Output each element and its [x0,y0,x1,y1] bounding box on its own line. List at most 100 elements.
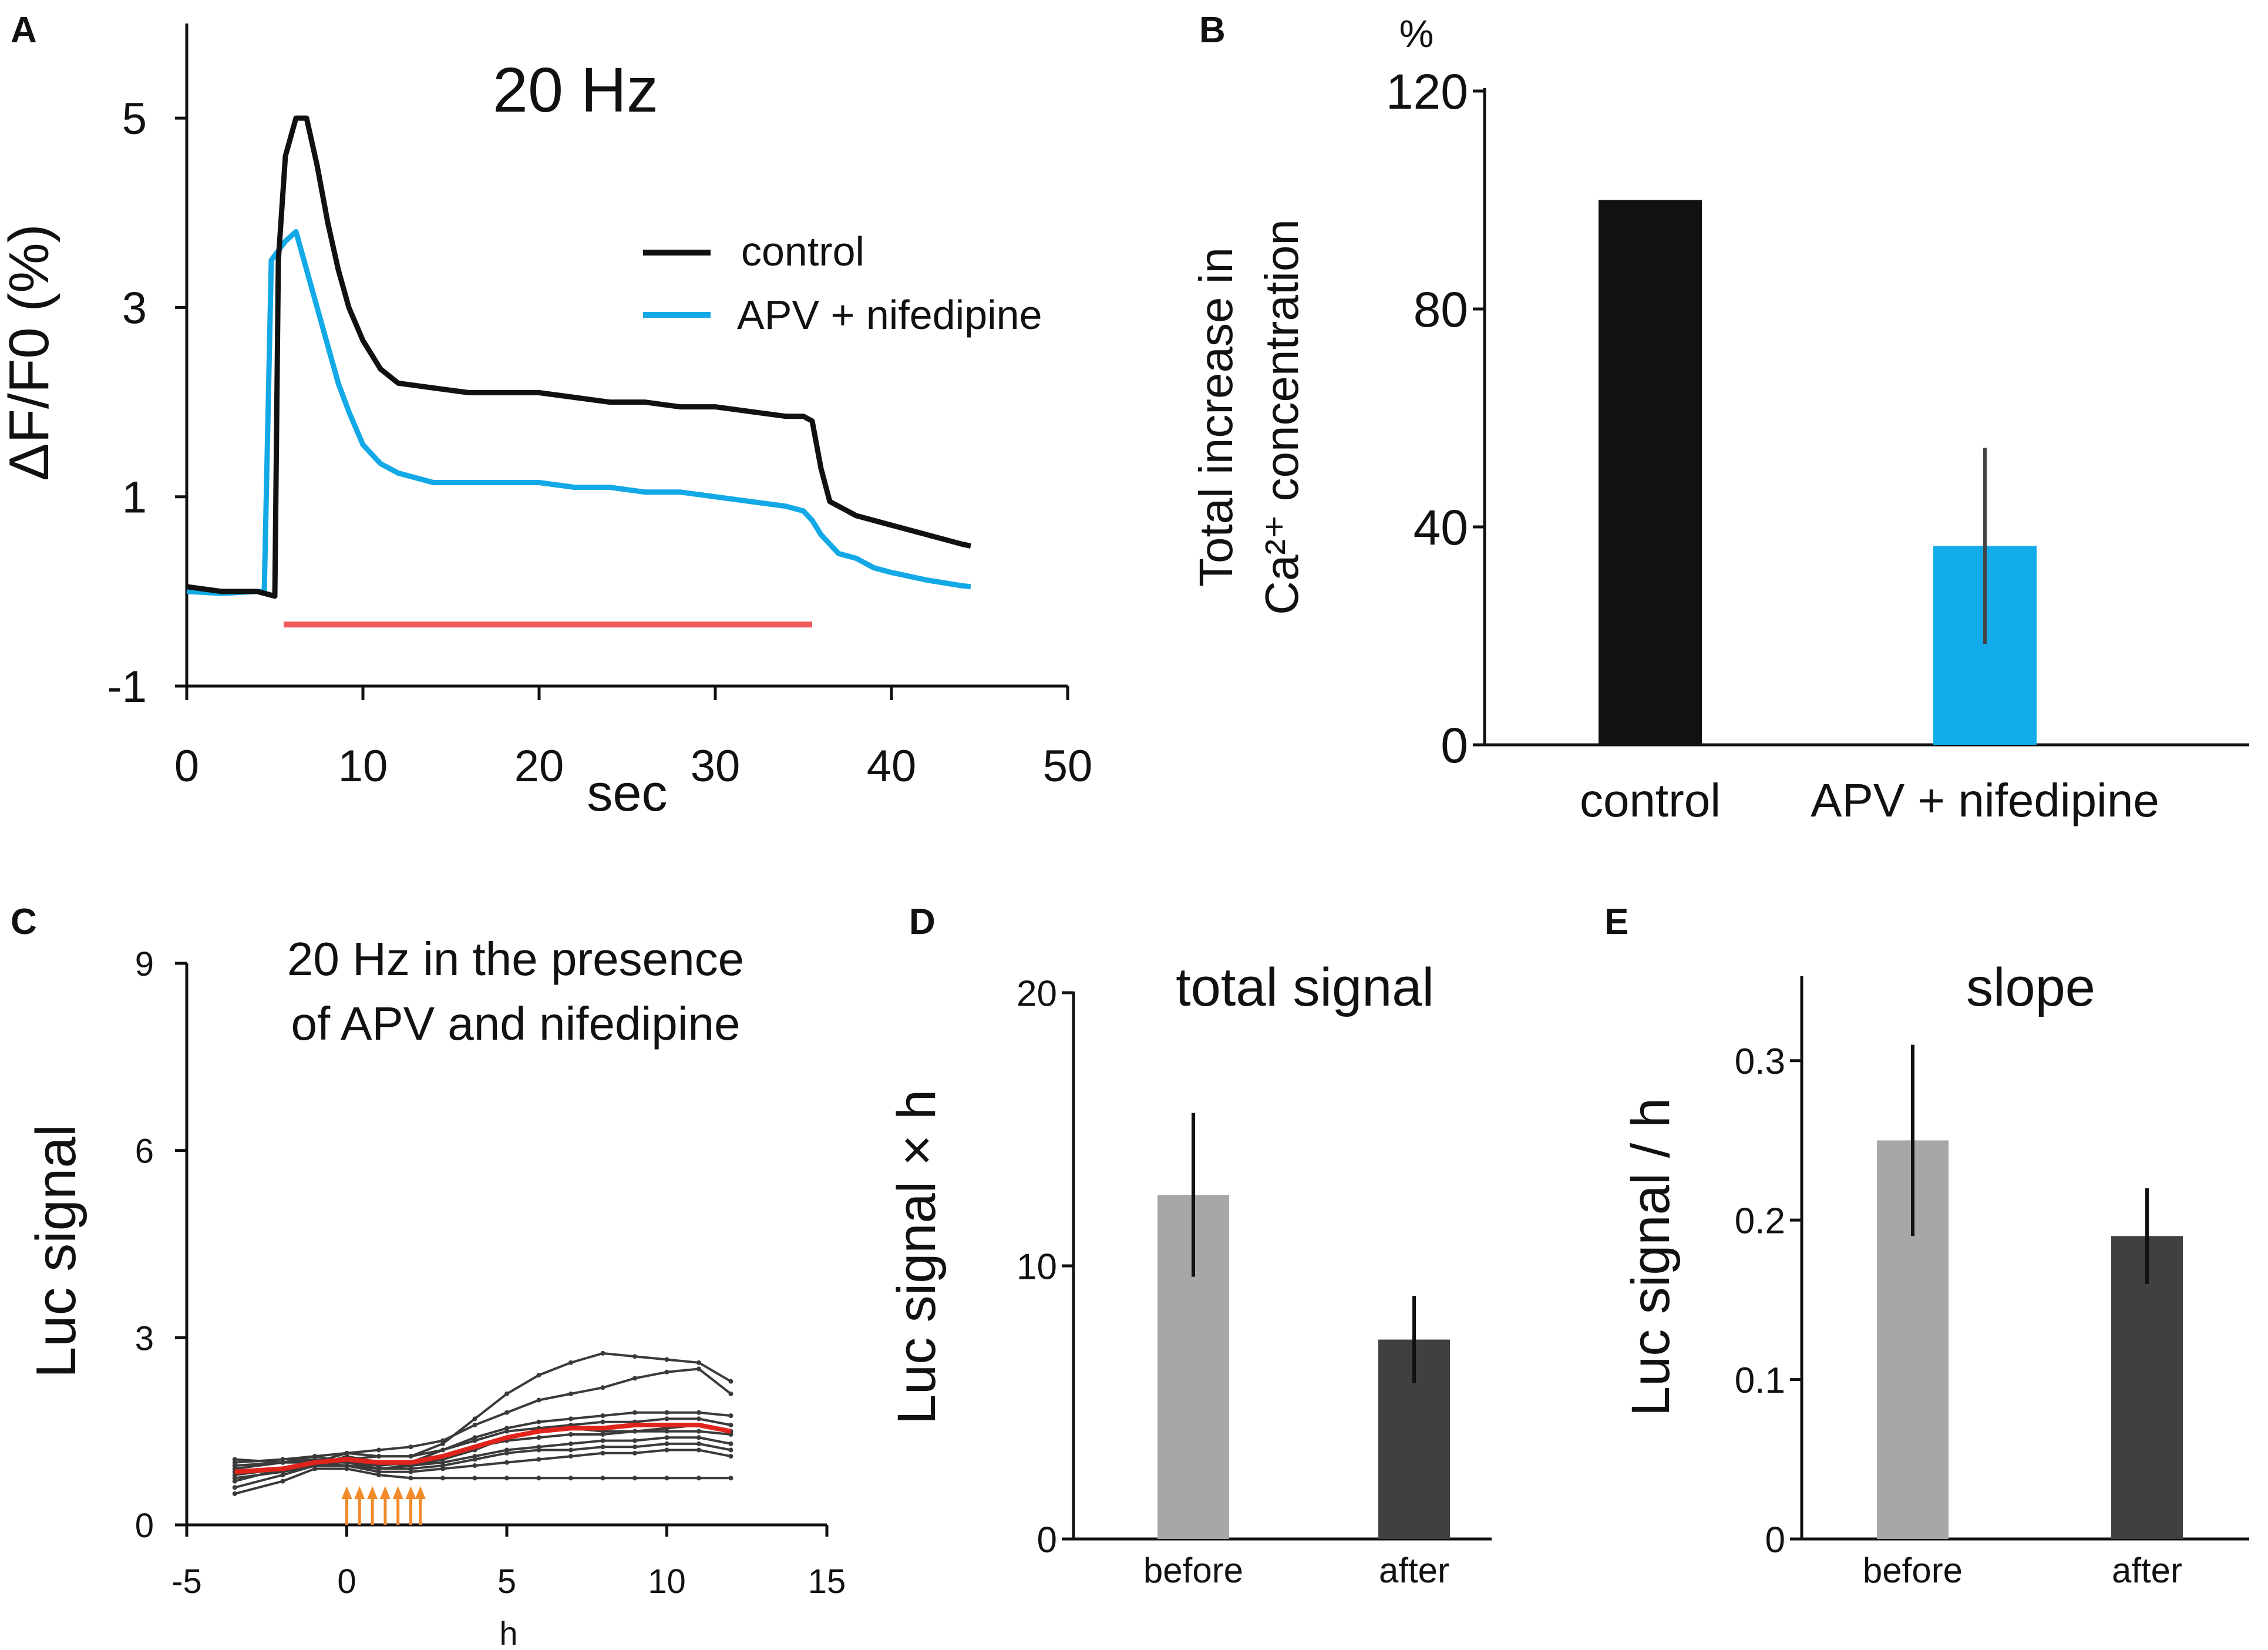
panel-d: D 0 10 20 before after total signal Luc sig… [887,902,1492,1590]
trace-point [280,1478,285,1484]
trace-point [504,1450,509,1456]
trace-point [376,1454,381,1459]
panel-label-a: A [11,10,37,51]
trace-point [728,1454,733,1459]
y-axis-label: Luc signal × h [887,1090,947,1424]
x-tick-label: 10 [648,1562,686,1601]
trace-point [568,1431,573,1437]
trace-point [632,1450,637,1456]
trace-point [408,1469,413,1474]
trace-point [440,1447,445,1453]
trace-point [472,1416,477,1422]
traces [232,1350,733,1496]
trace-point [696,1447,701,1453]
trace-point [472,1476,477,1481]
stimulus-arrowhead [415,1486,426,1499]
trace-point [600,1476,605,1481]
y-axis-label: Luc signal / h [1621,1098,1681,1416]
x-axis-label: sec [587,764,668,822]
trace-point [536,1435,541,1440]
trace-point [696,1366,701,1372]
trace-point [504,1410,509,1415]
chart-title: 20 Hz [493,54,658,125]
panel-c: C 0 3 6 9 -5 0 5 10 15 20 Hz in the presence of… [11,902,846,1650]
stimulus-arrowhead [405,1486,416,1499]
x-tick-label: 0 [174,741,199,791]
trace-point [728,1379,733,1384]
legend: control APV + nifedipine [643,228,1042,338]
bars: before after [1863,1044,2183,1590]
y-tick-label: 10 [1017,1246,1057,1287]
panel-label-b: B [1199,10,1226,51]
trace-point [408,1444,413,1450]
trace-point [632,1376,637,1381]
trace-point [232,1476,237,1481]
x-tick-label: 15 [808,1562,846,1601]
y-tick-label: -1 [107,662,147,712]
y-tick-label: 3 [122,283,147,333]
trace-point [232,1491,237,1496]
stimulus-arrowhead [392,1486,403,1499]
y-tick-label: 40 [1414,500,1468,555]
x-tick-label: 50 [1043,741,1093,791]
x-tick-label: 5 [497,1562,516,1601]
trace-point [664,1435,669,1440]
panel-e: E 0 0.1 0.2 0.3 before after slope Luc signa… [1604,902,2249,1590]
trace-point [728,1423,733,1428]
x-tick-label: 30 [691,741,741,791]
trace-point [664,1410,669,1415]
x-tick-label: 40 [867,741,917,791]
trace-point [344,1466,349,1471]
trace-point [600,1350,605,1356]
trace-cell-10 [234,1467,731,1495]
category-label: after [1379,1551,1449,1590]
trace-point [568,1447,573,1453]
trace-point [664,1447,669,1453]
x-axis-label: h [499,1615,517,1650]
y-tick-label: 0 [1441,718,1468,773]
trace-point [472,1423,477,1428]
trace-mean [234,1423,732,1474]
y-axis-label: ΔF/F0 (%) [0,224,60,480]
panel-b: B % 0 40 80 120 control APV + nifedipine Tot… [1190,10,2249,826]
trace-point [728,1391,733,1396]
trace-point [472,1457,477,1462]
chart-title-line-1: 20 Hz in the presence [287,933,744,985]
category-label: APV + nifedipine [1811,774,2159,826]
chart-title: total signal [1176,957,1434,1017]
trace-point [600,1419,605,1424]
y-tick-label: 1 [122,473,147,523]
trace-point [696,1435,701,1440]
trace-point [600,1385,605,1390]
trace-point [440,1466,445,1471]
trace-point [536,1457,541,1462]
bar-after [2111,1236,2183,1539]
trace-point [568,1441,573,1446]
y-tick-label: 5 [122,94,147,144]
bars: before after [1143,1113,1450,1590]
trace-point [232,1463,237,1468]
trace-point [408,1476,413,1481]
trace-point [600,1413,605,1419]
trace-point [600,1444,605,1450]
control-trace [186,115,971,599]
y-tick-label: 3 [135,1319,154,1357]
y-axis-label-line-1: Total increase in [1190,247,1242,587]
trace-point [696,1429,701,1434]
trace-point [664,1441,669,1446]
trace-point [696,1360,701,1365]
y-tick-label: 0 [135,1507,154,1545]
trace-point [728,1447,733,1453]
trace-point [568,1360,573,1365]
panel-label-e: E [1604,902,1628,942]
trace-point [600,1438,605,1443]
trace-point [504,1460,509,1465]
trace-point [728,1476,733,1481]
trace-point [536,1419,541,1424]
trace-point [280,1460,285,1465]
trace-point [536,1373,541,1378]
stimulus-arrowhead [367,1486,378,1499]
trace-point [632,1429,637,1434]
legend-label-apv: APV + nifedipine [737,292,1042,338]
